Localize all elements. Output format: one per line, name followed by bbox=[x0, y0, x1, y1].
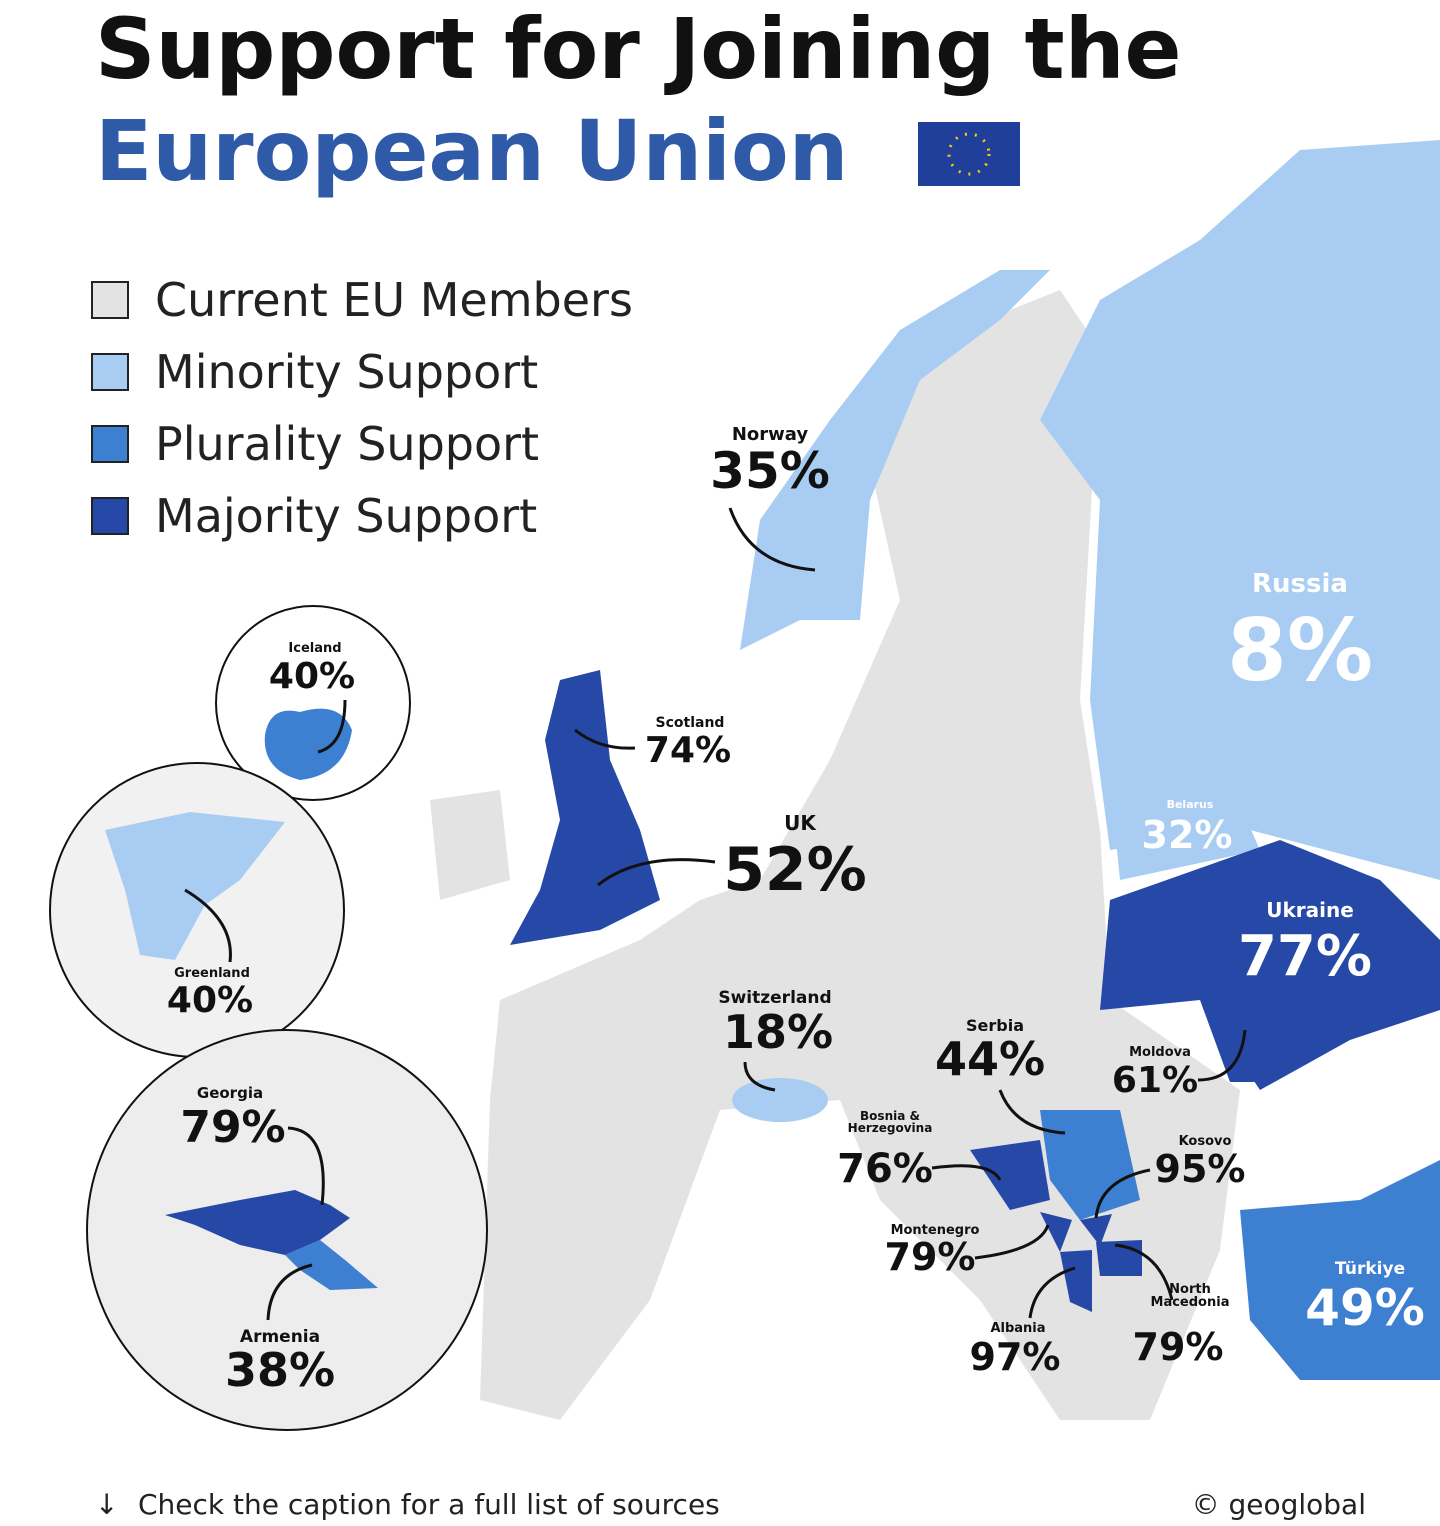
country-value: 40% bbox=[167, 980, 253, 1021]
country-name: Herzegovina bbox=[848, 1121, 933, 1135]
country-name: Belarus bbox=[1167, 798, 1214, 811]
country-value: 79% bbox=[1133, 1325, 1224, 1369]
title-line: European Union bbox=[95, 102, 848, 200]
country-value: 97% bbox=[970, 1335, 1061, 1379]
georgia-shape bbox=[165, 1190, 350, 1255]
leader-line bbox=[317, 699, 347, 754]
country-name: Georgia bbox=[197, 1084, 263, 1102]
russia-shape bbox=[1040, 140, 1440, 880]
legend-swatch bbox=[91, 281, 129, 319]
bosnia-shape bbox=[970, 1140, 1050, 1210]
leader-line bbox=[931, 1164, 1002, 1181]
eu-flag bbox=[918, 122, 1020, 186]
country-name: Türkiye bbox=[1335, 1259, 1405, 1279]
country-value: 44% bbox=[935, 1032, 1045, 1086]
title-line: Support for Joining the bbox=[95, 0, 1181, 98]
serbia-shape bbox=[1040, 1110, 1140, 1220]
country-name: Moldova bbox=[1129, 1045, 1191, 1060]
country-value: 49% bbox=[1305, 1279, 1425, 1337]
country-value: 35% bbox=[710, 442, 830, 500]
country-name: Scotland bbox=[656, 715, 725, 731]
country-value: 79% bbox=[885, 1235, 976, 1279]
belarus-shape bbox=[1110, 760, 1260, 880]
country-name: Switzerland bbox=[718, 988, 831, 1008]
country-name: Iceland bbox=[288, 641, 341, 656]
leader-line bbox=[743, 1061, 776, 1092]
leader-line bbox=[287, 1126, 325, 1206]
country-name: North bbox=[1169, 1282, 1211, 1297]
country-value: 38% bbox=[225, 1343, 335, 1397]
country-value: 18% bbox=[723, 1005, 833, 1059]
country-value: 8% bbox=[1227, 601, 1373, 701]
leader-line bbox=[1114, 1243, 1174, 1301]
country-value: 74% bbox=[645, 730, 731, 771]
moldova-shape bbox=[1200, 1000, 1262, 1082]
country-name: Montenegro bbox=[891, 1223, 980, 1238]
kosovo-shape bbox=[1080, 1214, 1112, 1246]
legend-swatch bbox=[91, 353, 129, 391]
iceland-shape bbox=[264, 708, 352, 780]
armenia-shape bbox=[285, 1240, 378, 1290]
leader-line bbox=[597, 858, 716, 887]
turkiye-shape bbox=[1240, 1160, 1440, 1380]
greenland-shape bbox=[105, 812, 285, 960]
legend-label: Majority Support bbox=[155, 489, 537, 543]
country-value: 32% bbox=[1142, 813, 1233, 857]
legend: Current EU Members Minority Support Plural… bbox=[91, 273, 633, 543]
albania-shape bbox=[1060, 1250, 1092, 1312]
leader-line bbox=[184, 888, 232, 963]
country-name: Russia bbox=[1252, 569, 1348, 599]
country-value: 77% bbox=[1238, 924, 1372, 989]
norway-shape bbox=[740, 270, 1050, 650]
legend-label: Current EU Members bbox=[155, 273, 633, 327]
country-labels: Norway35%Russia8%Iceland40%Scotland74%UK… bbox=[167, 424, 1425, 1397]
country-name: Macedonia bbox=[1151, 1295, 1230, 1310]
footer-note: Check the caption for a full list of sou… bbox=[138, 1488, 720, 1521]
iceland-inset bbox=[215, 605, 411, 801]
map bbox=[430, 140, 1440, 1420]
leader-line bbox=[574, 728, 636, 750]
country-name: Albania bbox=[990, 1321, 1045, 1336]
montenegro-shape bbox=[1040, 1212, 1072, 1252]
country-name: Kosovo bbox=[1179, 1134, 1232, 1149]
leader-line bbox=[1028, 1266, 1076, 1319]
leader-line bbox=[728, 507, 816, 572]
footer-credit: © geoglobal bbox=[1192, 1488, 1366, 1521]
country-value: 52% bbox=[723, 835, 867, 905]
country-name: Greenland bbox=[174, 966, 250, 981]
leader-line bbox=[266, 1263, 313, 1321]
country-name: Serbia bbox=[966, 1016, 1024, 1035]
country-name: Ukraine bbox=[1266, 898, 1354, 922]
ukraine-shape bbox=[1100, 840, 1440, 1090]
country-value: 40% bbox=[269, 656, 355, 697]
legend-label: Plurality Support bbox=[155, 417, 539, 471]
leader-line bbox=[998, 1089, 1066, 1135]
country-value: 76% bbox=[837, 1146, 933, 1192]
leader-line bbox=[974, 1224, 1050, 1260]
country-name: Norway bbox=[732, 424, 809, 445]
uk-shape bbox=[510, 670, 660, 945]
legend-swatch bbox=[91, 425, 129, 463]
insets bbox=[49, 605, 488, 1431]
country-value: 79% bbox=[180, 1102, 285, 1153]
switzerland-shape bbox=[732, 1078, 828, 1122]
legend-swatch bbox=[91, 497, 129, 535]
ireland bbox=[430, 790, 510, 900]
legend-label: Minority Support bbox=[155, 345, 538, 399]
country-name: UK bbox=[784, 811, 817, 835]
arrow: ↓ bbox=[95, 1488, 118, 1521]
country-value: 61% bbox=[1112, 1060, 1198, 1101]
country-name: Bosnia & bbox=[860, 1109, 920, 1123]
leader-line bbox=[1094, 1168, 1151, 1219]
country-value: 95% bbox=[1155, 1147, 1246, 1191]
leader-line bbox=[1197, 1029, 1247, 1082]
country-name: Armenia bbox=[240, 1327, 320, 1347]
leader-lines bbox=[184, 507, 1247, 1321]
